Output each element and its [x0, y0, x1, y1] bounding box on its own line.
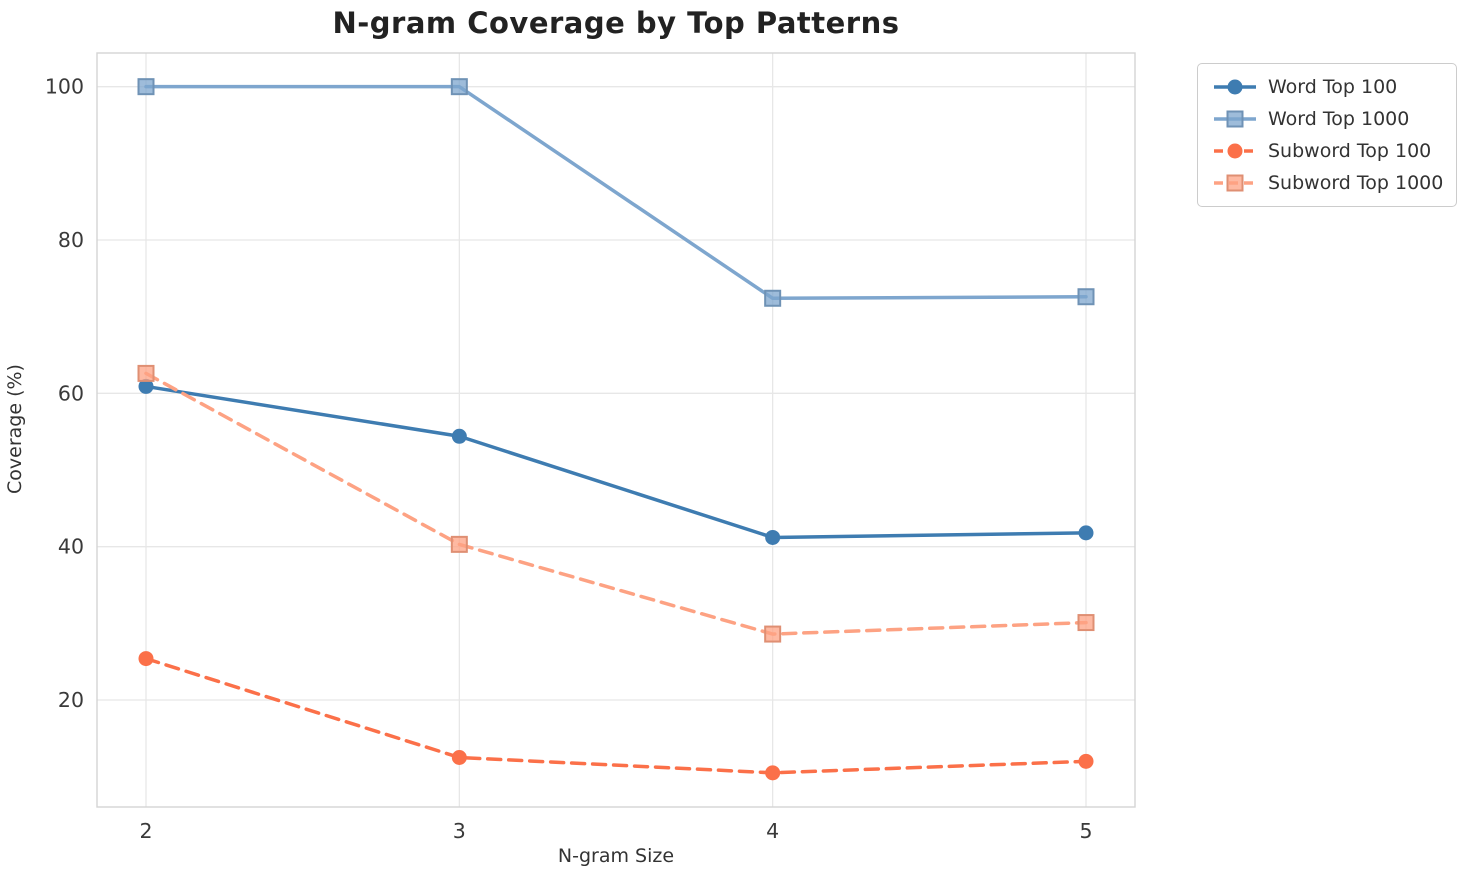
legend-item: Subword Top 1000 — [1212, 170, 1444, 196]
series-line-0 — [144, 384, 1088, 540]
data-point — [1078, 753, 1094, 769]
legend-item: Subword Top 100 — [1212, 138, 1442, 164]
legend: Word Top 100 Word Top 1000 Subword Top 100… — [1197, 63, 1457, 207]
data-point — [1077, 288, 1095, 306]
data-point — [137, 78, 155, 96]
data-point — [764, 625, 782, 643]
x-tick-label: 2 — [139, 819, 152, 843]
legend-item: Word Top 1000 — [1212, 106, 1442, 132]
x-tick-label: 4 — [766, 819, 779, 843]
legend-marker-icon — [1214, 143, 1256, 159]
legend-marker-icon — [1214, 110, 1256, 128]
data-point — [1078, 525, 1094, 541]
legend-item: Word Top 100 — [1212, 74, 1442, 100]
chart-title: N-gram Coverage by Top Patterns — [332, 6, 900, 40]
y-tick-label: 60 — [58, 381, 84, 405]
data-point — [138, 378, 154, 394]
legend-label: Word Top 100 — [1268, 76, 1398, 98]
data-point — [138, 651, 154, 667]
legend-marker-icon — [1214, 174, 1256, 192]
y-tick-label: 20 — [58, 688, 84, 712]
x-axis-label: N-gram Size — [557, 845, 675, 867]
x-tick-label: 5 — [1079, 819, 1092, 843]
data-point — [1077, 614, 1095, 632]
y-tick-label: 80 — [58, 228, 84, 252]
legend-label: Word Top 1000 — [1268, 108, 1410, 130]
data-point — [451, 750, 467, 765]
legend-label: Subword Top 1000 — [1268, 172, 1444, 194]
y-tick-label: 40 — [58, 535, 84, 559]
series-line-2 — [144, 656, 1088, 775]
series-line-3 — [144, 371, 1088, 636]
plot-border — [96, 52, 1136, 808]
data-point — [450, 78, 468, 96]
legend-label: Subword Top 100 — [1268, 140, 1432, 162]
y-axis-label: Coverage (%) — [4, 364, 26, 494]
data-point — [765, 765, 781, 781]
data-point — [450, 535, 468, 553]
data-point — [137, 364, 155, 382]
x-tick-label: 3 — [453, 819, 466, 843]
y-tick-label: 100 — [45, 75, 84, 99]
data-point — [765, 529, 781, 545]
legend-marker-icon — [1214, 79, 1256, 95]
data-point — [764, 289, 782, 307]
series-line-1 — [144, 84, 1088, 301]
data-point — [451, 428, 467, 444]
